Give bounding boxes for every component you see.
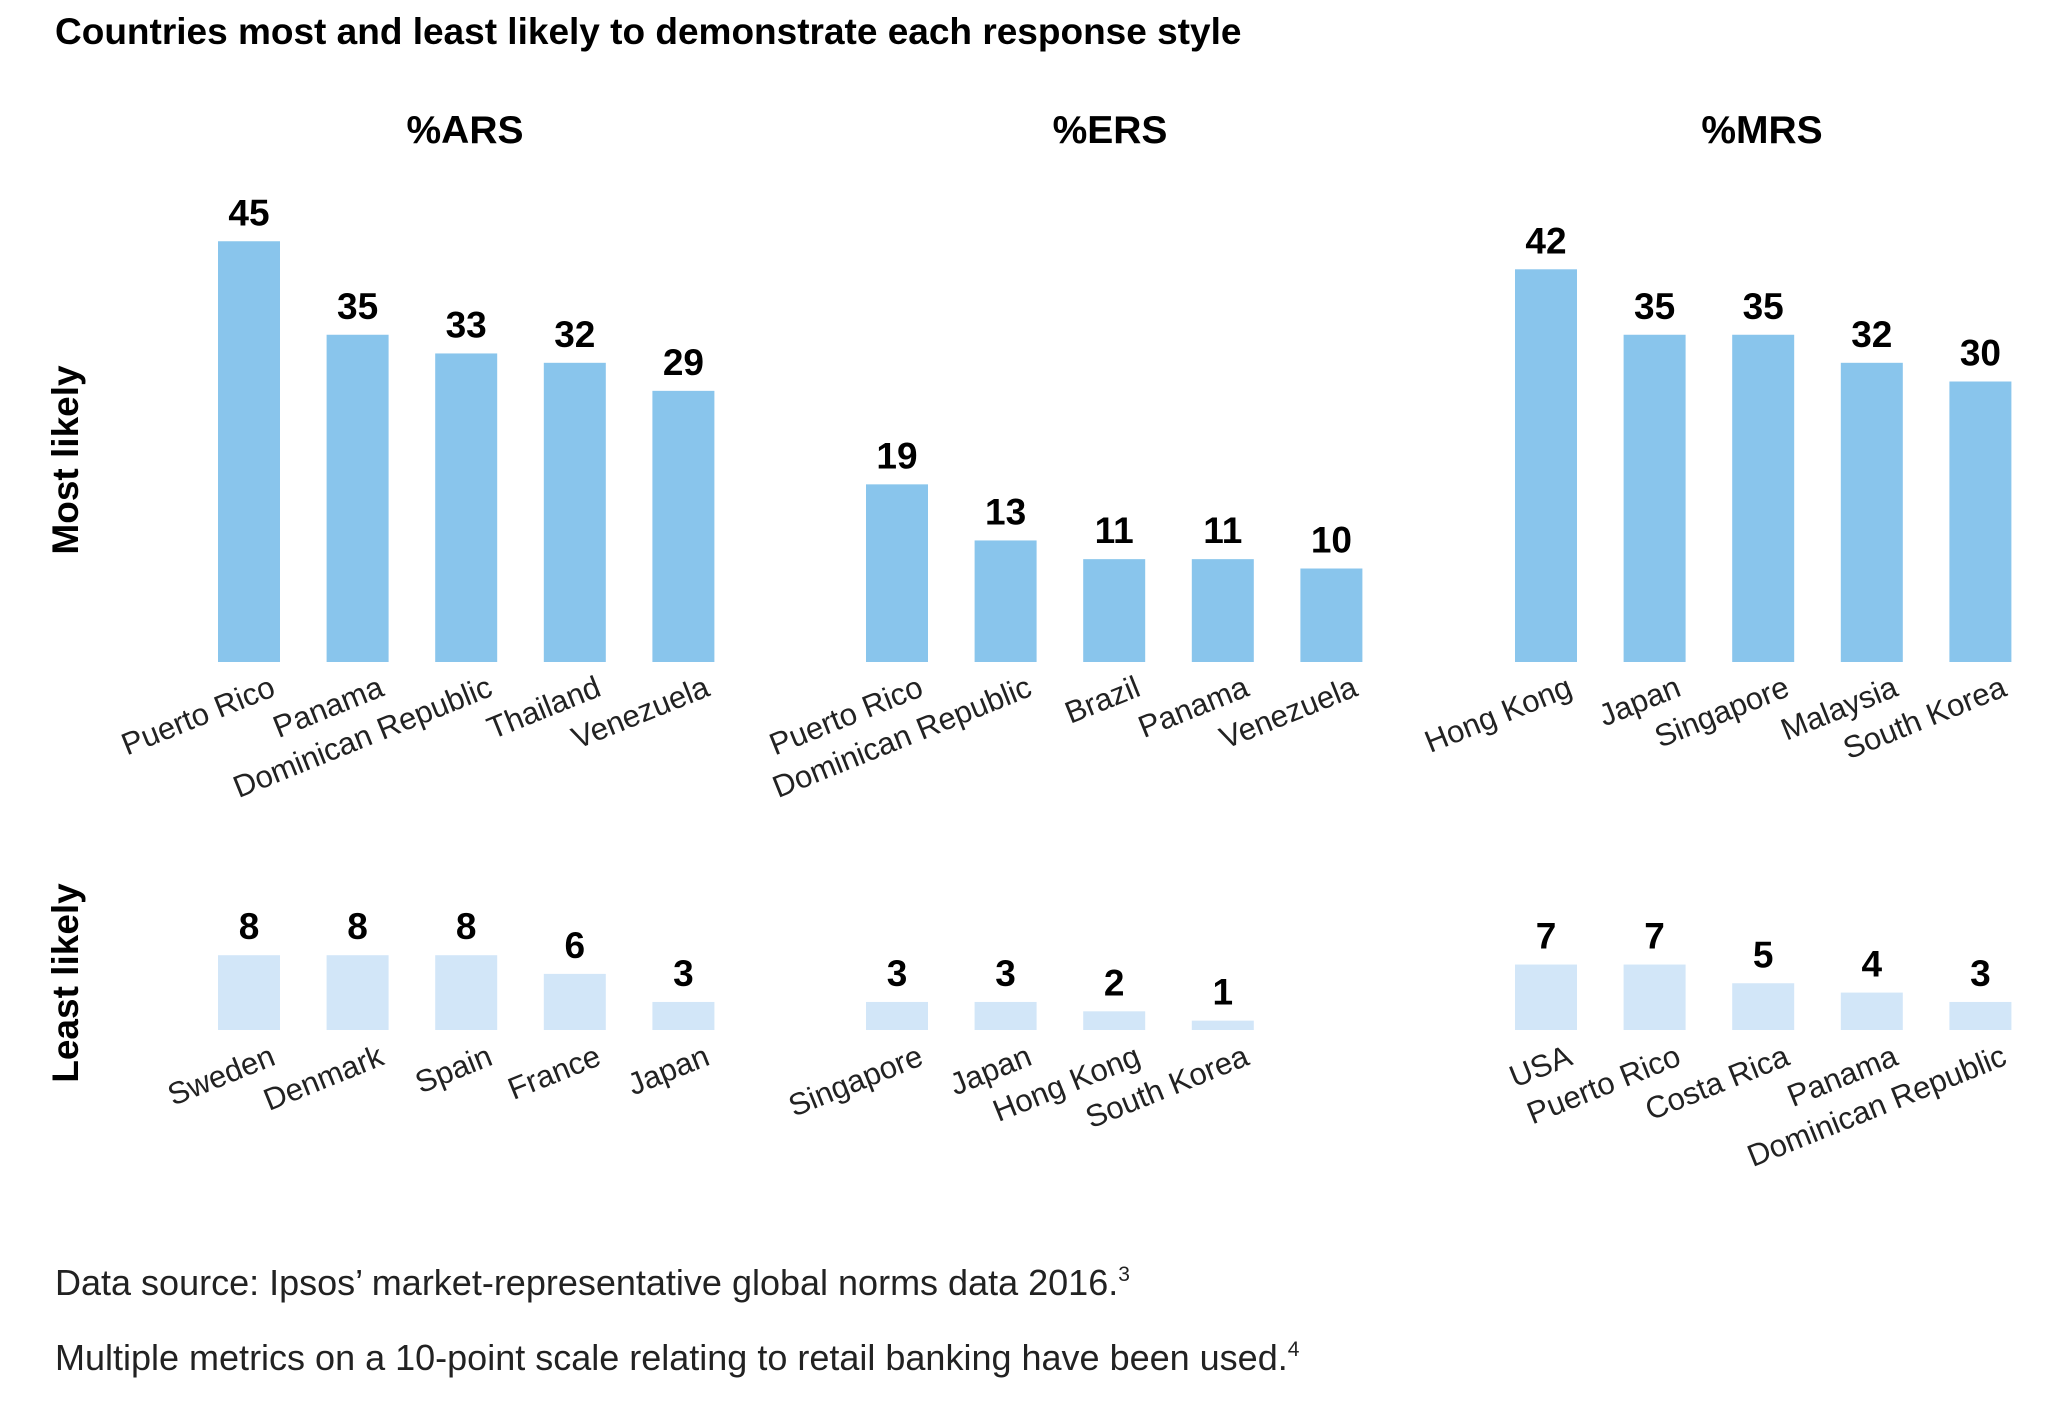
bar-pct-ers-most-likely-venezuela	[1300, 568, 1363, 662]
bar-pct-ars-most-likely-venezuela	[652, 390, 715, 662]
category-label-pct-ars-least-likely-spain: Spain	[410, 1038, 497, 1100]
data-label-pct-mrs-most-likely-japan: 35	[1634, 286, 1675, 327]
data-label-pct-ers-most-likely-venezuela: 10	[1311, 520, 1352, 561]
data-label-pct-ers-most-likely-puerto-rico: 19	[876, 435, 917, 476]
data-label-pct-ars-least-likely-denmark: 8	[347, 906, 368, 947]
panel-title-pct-ars: %ARS	[406, 109, 523, 152]
data-label-pct-mrs-most-likely-malaysia: 32	[1851, 314, 1892, 355]
data-label-pct-ers-most-likely-panama: 11	[1203, 510, 1242, 551]
bar-pct-ers-least-likely-singapore	[866, 1001, 928, 1030]
bar-pct-mrs-least-likely-dominican-republic	[1949, 1001, 2012, 1030]
bar-pct-mrs-most-likely-malaysia	[1840, 362, 1903, 662]
data-label-pct-ars-least-likely-japan: 3	[673, 953, 694, 994]
bar-pct-mrs-most-likely-hong-kong	[1515, 269, 1577, 662]
bar-pct-ers-most-likely-puerto-rico	[866, 484, 928, 662]
data-label-pct-mrs-least-likely-panama: 4	[1862, 944, 1883, 985]
bar-pct-ers-most-likely-dominican-republic	[974, 540, 1037, 662]
bar-pct-ars-most-likely-dominican-republic	[435, 353, 498, 662]
data-label-pct-mrs-most-likely-singapore: 35	[1743, 286, 1784, 327]
bar-pct-ars-least-likely-sweden	[218, 955, 280, 1030]
panel-title-pct-mrs: %MRS	[1701, 109, 1822, 152]
bar-pct-mrs-least-likely-panama	[1840, 992, 1903, 1030]
bar-pct-ers-least-likely-japan	[974, 1001, 1037, 1030]
bar-pct-mrs-least-likely-puerto-rico	[1623, 964, 1686, 1030]
category-label-pct-mrs-most-likely-hong-kong: Hong Kong	[1420, 669, 1577, 760]
bar-pct-mrs-most-likely-singapore	[1732, 334, 1795, 662]
data-label-pct-ars-least-likely-sweden: 8	[239, 906, 260, 947]
bar-pct-ars-least-likely-spain	[435, 955, 498, 1030]
category-label-pct-ars-least-likely-denmark: Denmark	[259, 1038, 389, 1118]
category-label-pct-ers-least-likely-singapore: Singapore	[783, 1038, 927, 1123]
bar-pct-ers-least-likely-south-korea	[1191, 1020, 1254, 1030]
bar-pct-mrs-least-likely-usa	[1515, 964, 1577, 1030]
footnote-source: Data source: Ipsos’ market-representativ…	[55, 1262, 1130, 1303]
data-label-pct-ars-most-likely-venezuela: 29	[663, 342, 704, 383]
data-label-pct-mrs-least-likely-dominican-republic: 3	[1970, 953, 1991, 994]
category-label-pct-ars-most-likely-puerto-rico: Puerto Rico	[116, 669, 279, 762]
data-label-pct-ers-least-likely-japan: 3	[995, 953, 1016, 994]
data-label-pct-mrs-most-likely-hong-kong: 42	[1525, 220, 1566, 261]
row-label-most-likely: Most likely	[45, 365, 86, 555]
bar-pct-ers-most-likely-brazil	[1083, 559, 1146, 662]
bar-pct-mrs-most-likely-south-korea	[1949, 381, 2012, 662]
category-label-pct-ars-least-likely-japan: Japan	[623, 1038, 714, 1102]
data-label-pct-ers-least-likely-singapore: 3	[887, 953, 908, 994]
category-label-pct-ars-least-likely-sweden: Sweden	[163, 1038, 280, 1112]
data-label-pct-ers-most-likely-dominican-republic: 13	[985, 491, 1026, 532]
bar-pct-ers-most-likely-panama	[1191, 559, 1254, 662]
data-label-pct-mrs-most-likely-south-korea: 30	[1960, 333, 2001, 374]
category-label-pct-ers-most-likely-brazil: Brazil	[1060, 669, 1145, 730]
data-label-pct-mrs-least-likely-costa-rica: 5	[1753, 934, 1774, 975]
data-label-pct-ars-least-likely-spain: 8	[456, 906, 477, 947]
bar-pct-ars-least-likely-denmark	[326, 955, 389, 1030]
data-label-pct-mrs-least-likely-puerto-rico: 7	[1644, 916, 1665, 957]
bar-pct-ars-least-likely-france	[543, 973, 606, 1030]
footnote-method: Multiple metrics on a 10-point scale rel…	[55, 1337, 1300, 1378]
data-label-pct-ars-most-likely-puerto-rico: 45	[228, 192, 269, 233]
category-label-pct-ars-least-likely-france: France	[503, 1038, 606, 1107]
bar-pct-ars-least-likely-japan	[652, 1001, 715, 1030]
bar-pct-mrs-least-likely-costa-rica	[1732, 983, 1795, 1030]
bar-pct-ars-most-likely-puerto-rico	[218, 241, 280, 662]
bar-pct-ars-most-likely-panama	[326, 334, 389, 662]
data-label-pct-ers-least-likely-south-korea: 1	[1213, 972, 1234, 1013]
bar-pct-ars-most-likely-thailand	[543, 362, 606, 662]
bar-pct-mrs-most-likely-japan	[1623, 334, 1686, 662]
bar-pct-ers-least-likely-hong-kong	[1083, 1011, 1146, 1030]
figure-title: Countries most and least likely to demon…	[55, 11, 1241, 52]
data-label-pct-ers-most-likely-brazil: 11	[1095, 510, 1134, 551]
data-label-pct-ars-most-likely-panama: 35	[337, 286, 378, 327]
row-label-least-likely: Least likely	[45, 883, 86, 1083]
data-label-pct-ers-least-likely-hong-kong: 2	[1104, 962, 1125, 1003]
data-label-pct-ars-most-likely-thailand: 32	[554, 314, 595, 355]
data-label-pct-ars-least-likely-france: 6	[565, 925, 586, 966]
data-label-pct-mrs-least-likely-usa: 7	[1536, 916, 1557, 957]
data-label-pct-ars-most-likely-dominican-republic: 33	[446, 304, 487, 345]
panel-title-pct-ers: %ERS	[1053, 109, 1168, 152]
